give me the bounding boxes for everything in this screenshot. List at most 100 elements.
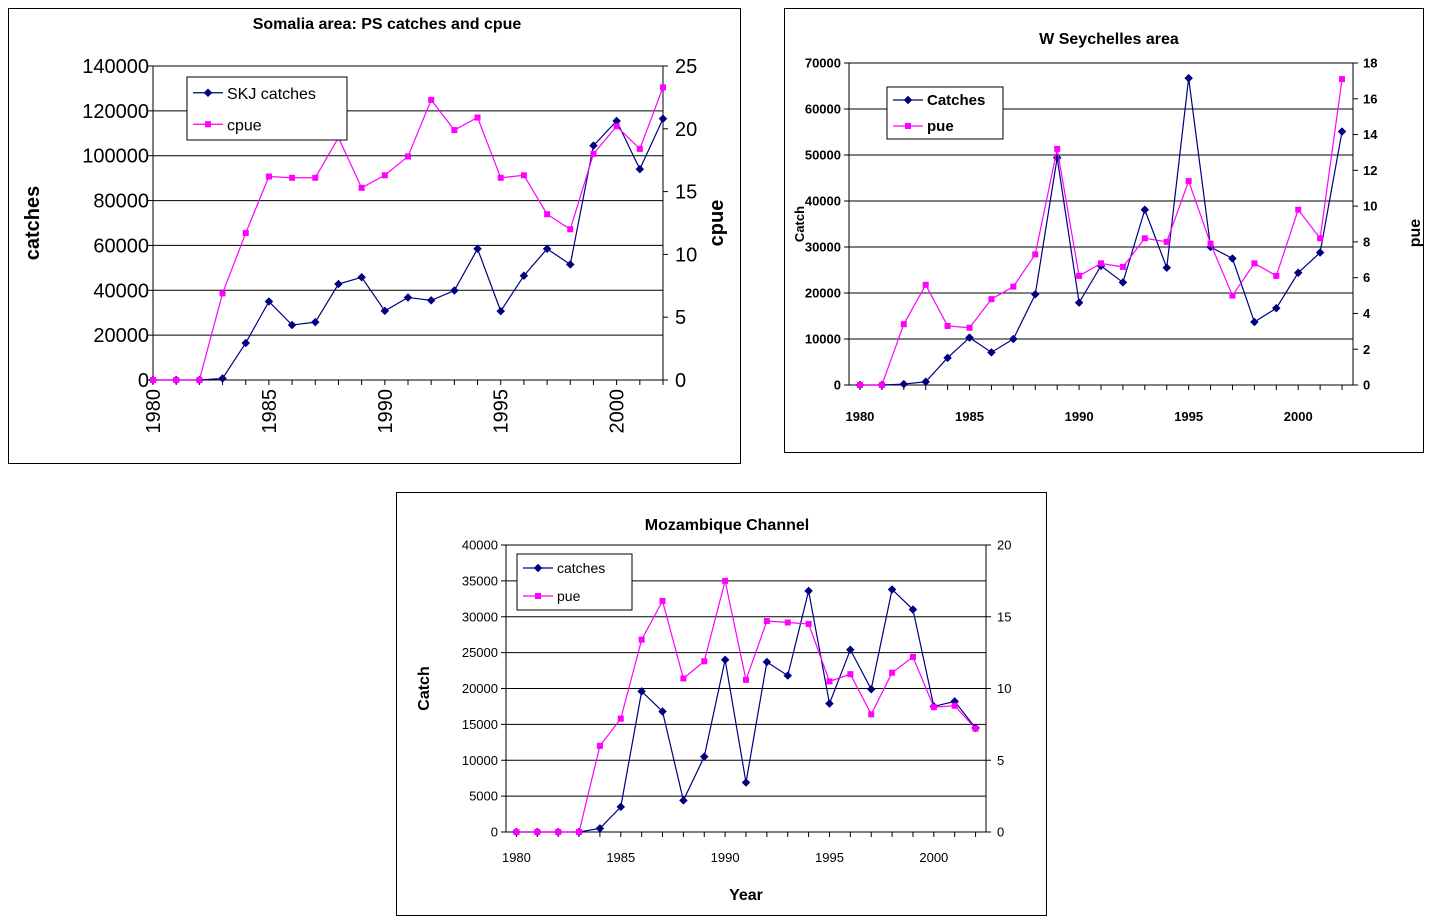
- seychelles-right-tick-label: 10: [1363, 199, 1377, 214]
- seychelles-series-1-point: [1010, 283, 1017, 290]
- chart-mozambique-svg: Mozambique Channel0500010000150002000025…: [416, 517, 1011, 904]
- somalia-series-0-point: [635, 164, 645, 174]
- mozambique-series-1-point: [701, 658, 708, 665]
- seychelles-right-tick-label: 6: [1363, 270, 1370, 285]
- seychelles-legend-label: pue: [927, 118, 954, 135]
- somalia-right-tick-label: 10: [675, 244, 697, 266]
- chart-somalia-svg: Somalia area: PS catches and cpue0200004…: [22, 16, 728, 434]
- seychelles-y2-axis-label: pue: [1407, 219, 1424, 248]
- seychelles-series-1-point: [1032, 251, 1039, 258]
- somalia-y-axis-label: catches: [22, 186, 44, 261]
- somalia-series-0-point: [542, 244, 552, 254]
- seychelles-series-1-point: [966, 324, 973, 331]
- mozambique-series-1-point: [534, 829, 541, 835]
- mozambique-left-tick-label: 5000: [469, 789, 498, 804]
- mozambique-left-tick-label: 15000: [462, 717, 498, 732]
- mozambique-series-0-point: [783, 671, 793, 680]
- mozambique-series-1-point: [722, 577, 729, 584]
- seychelles-series-0-point: [1250, 317, 1259, 327]
- seychelles-series-1-point: [1141, 235, 1148, 242]
- seychelles-series-1-point: [856, 382, 863, 388]
- mozambique-series-1-point: [826, 678, 833, 685]
- somalia-series-1-point: [219, 290, 226, 297]
- seychelles-series-0-point: [1271, 303, 1281, 313]
- seychelles-series-0-point: [1162, 263, 1172, 273]
- mozambique-series-0-point: [804, 586, 813, 596]
- mozambique-series-1-point: [596, 742, 603, 749]
- seychelles-series-1-point: [1251, 260, 1258, 267]
- mozambique-series-line-1: [516, 580, 977, 833]
- somalia-series-0-point: [357, 272, 366, 282]
- somalia-series-1-point: [660, 84, 666, 91]
- seychelles-left-tick-label: 0: [834, 378, 841, 393]
- somalia-x-tick-label: 1985: [259, 389, 281, 434]
- mozambique-series-0-point: [720, 655, 730, 665]
- mozambique-series-1-point: [868, 711, 875, 718]
- somalia-left-tick-label: 100000: [82, 146, 149, 168]
- somalia-right-tick-label: 0: [675, 370, 686, 392]
- somalia-series-1-point: [242, 230, 249, 237]
- somalia-series-0-point: [473, 244, 482, 254]
- somalia-legend-swatch-marker: [205, 121, 211, 128]
- mozambique-series-1-point: [951, 702, 958, 709]
- somalia-series-0-point: [519, 271, 529, 281]
- somalia-series-0-point: [218, 374, 227, 383]
- somalia-series-0-point: [658, 114, 668, 124]
- mozambique-legend-label: catches: [557, 560, 605, 576]
- seychelles-right-tick-label: 2: [1363, 342, 1370, 357]
- somalia-series-0-point: [426, 296, 436, 305]
- seychelles-series-0-point: [943, 353, 952, 363]
- seychelles-series-0-point: [1293, 268, 1303, 278]
- mozambique-series-1-point: [784, 619, 791, 626]
- seychelles-left-tick-label: 60000: [805, 102, 841, 117]
- seychelles-series-1-point: [1207, 240, 1214, 247]
- somalia-left-tick-label: 80000: [93, 191, 149, 213]
- seychelles-series-1-point: [1076, 272, 1083, 279]
- somalia-series-1-point: [358, 184, 365, 191]
- somalia-series-0-point: [565, 260, 575, 269]
- somalia-series-1-point: [173, 377, 180, 383]
- mozambique-series-1-point: [889, 669, 896, 676]
- seychelles-left-tick-label: 10000: [805, 332, 841, 347]
- mozambique-series-0-point: [679, 796, 688, 805]
- somalia-left-tick-label: 40000: [93, 280, 149, 302]
- seychelles-series-1-point: [878, 382, 885, 388]
- seychelles-series-1-point: [1273, 272, 1280, 279]
- mozambique-series-1-point: [743, 676, 749, 683]
- mozambique-series-1-point: [805, 620, 812, 627]
- mozambique-left-tick-label: 10000: [462, 753, 498, 768]
- mozambique-right-tick-label: 5: [997, 753, 1004, 768]
- seychelles-series-1-point: [944, 322, 951, 329]
- somalia-legend-label: cpue: [227, 117, 262, 134]
- mozambique-series-1-point: [659, 597, 666, 604]
- chart-w-seychelles-svg: W Seychelles area01000020000300004000050…: [792, 31, 1424, 424]
- seychelles-right-tick-label: 12: [1363, 163, 1377, 178]
- mozambique-series-0-point: [637, 687, 647, 696]
- seychelles-series-0-point: [987, 347, 996, 357]
- mozambique-series-0-point: [699, 752, 709, 762]
- seychelles-series-1-point: [988, 296, 995, 303]
- somalia-left-tick-label: 120000: [82, 101, 149, 123]
- mozambique-left-tick-label: 20000: [462, 681, 498, 696]
- chart-mozambique: Mozambique Channel 0 5000 10000 15000 20000 25…: [396, 492, 1047, 916]
- seychelles-x-tick-label: 1990: [1065, 409, 1094, 424]
- mozambique-left-tick-label: 30000: [462, 609, 498, 624]
- seychelles-legend-label: Catches: [927, 92, 985, 109]
- somalia-series-0-point: [450, 286, 459, 295]
- mozambique-right-tick-label: 10: [997, 681, 1011, 696]
- seychelles-left-tick-label: 30000: [805, 240, 841, 255]
- seychelles-right-tick-label: 16: [1363, 91, 1377, 106]
- seychelles-series-1-point: [922, 281, 929, 288]
- somalia-left-tick-label: 20000: [93, 325, 149, 347]
- somalia-left-tick-label: 60000: [93, 235, 149, 257]
- mozambique-series-1-point: [847, 671, 854, 678]
- somalia-y2-axis-label: cpue: [706, 200, 728, 247]
- somalia-series-1-point: [636, 145, 643, 152]
- seychelles-series-1-point: [1317, 235, 1324, 242]
- mozambique-series-1-point: [680, 675, 687, 682]
- somalia-series-0-point: [403, 293, 413, 302]
- seychelles-series-1-point: [1185, 178, 1192, 185]
- mozambique-series-0-point: [595, 824, 605, 833]
- somalia-series-0-point: [310, 317, 320, 327]
- mozambique-series-1-point: [513, 829, 520, 835]
